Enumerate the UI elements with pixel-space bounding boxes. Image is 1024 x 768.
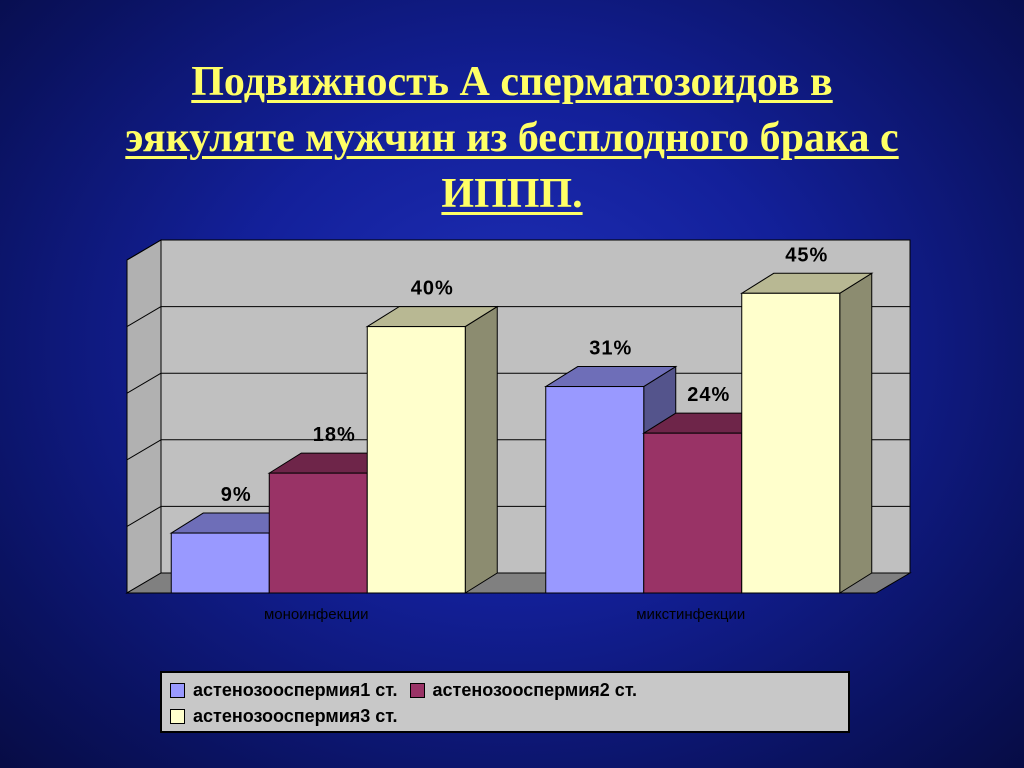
bar-front — [170, 532, 270, 594]
slide-title: Подвижность А сперматозоидов в эякуляте … — [40, 54, 984, 222]
data-label: 9% — [221, 484, 252, 506]
legend-swatch-series-1 — [170, 683, 185, 698]
legend-row-2: астенозооспермия3 ст. — [170, 706, 410, 727]
bar-front — [366, 326, 466, 594]
bar-side — [839, 272, 873, 594]
category-label: микстинфекции — [636, 606, 745, 623]
title-line-2: эякуляте мужчин из бесплодного брака с — [125, 115, 899, 161]
bar-1-3 — [365, 305, 499, 594]
data-label: 31% — [589, 338, 632, 360]
chart-legend: астенозооспермия1 ст. астенозооспермия2 … — [160, 671, 850, 733]
title-line-1: Подвижность А сперматозоидов в — [191, 59, 833, 105]
data-label: 40% — [411, 278, 454, 300]
bar-2-3 — [740, 272, 874, 594]
legend-item-series-3: астенозооспермия3 ст. — [170, 706, 398, 727]
legend-swatch-series-3 — [170, 709, 185, 724]
legend-swatch-series-2 — [409, 683, 425, 698]
legend-item-series-2: астенозооспермия2 ст. — [409, 680, 638, 701]
gridline — [126, 306, 162, 328]
bar-front — [545, 386, 645, 594]
bar-front — [268, 472, 368, 594]
category-label: моноинфекции — [264, 606, 369, 623]
gridline — [126, 505, 162, 527]
gridline — [126, 239, 162, 261]
title-line-3: ИППП. — [441, 171, 583, 217]
legend-item-series-1: астенозооспермия1 ст. — [170, 680, 398, 701]
chart-bars — [169, 272, 874, 594]
bar-front — [741, 292, 841, 594]
chart-side-wall — [126, 239, 162, 594]
legend-label-series-2: астенозооспермия2 ст. — [432, 680, 638, 700]
legend-label-series-3: астенозооспермия3 ст. — [193, 706, 398, 726]
legend-row-1: астенозооспермия1 ст. астенозооспермия2 … — [170, 680, 649, 701]
legend-label-series-1: астенозооспермия1 ст. — [193, 680, 398, 700]
data-label: 18% — [313, 424, 356, 446]
data-label: 45% — [785, 244, 828, 266]
data-label: 24% — [687, 384, 730, 406]
gridline — [126, 372, 162, 394]
bar-front — [643, 432, 743, 594]
bar-side — [464, 305, 498, 594]
gridline — [126, 439, 162, 461]
chart-labels: 9% 18% 40% моноинфекции 31% 24% 45% микстинфекц… — [221, 244, 828, 623]
